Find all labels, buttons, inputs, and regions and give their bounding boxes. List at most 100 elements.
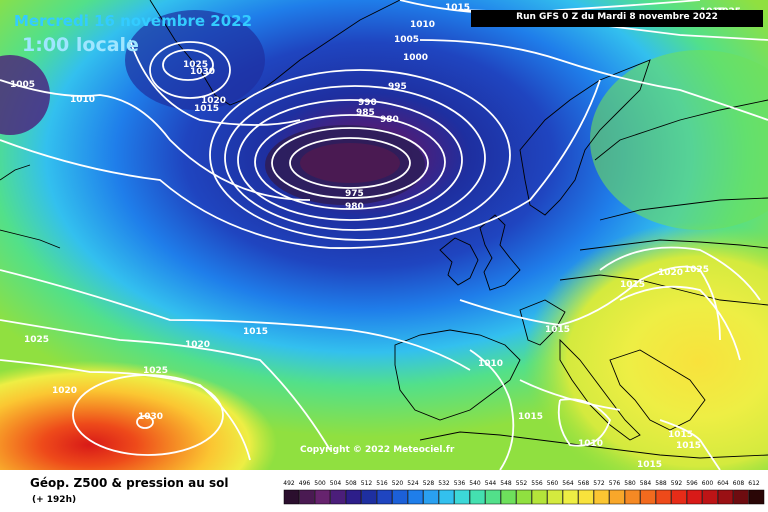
isobar-label: 1010	[578, 439, 603, 449]
legend-tick-label: 528	[423, 480, 435, 487]
isobar-label: 1010	[478, 359, 503, 369]
isobar-label: 1015	[676, 441, 701, 451]
legend-tick-label: 508	[345, 480, 357, 487]
color-legend: 492 496 500 504 508 512 516 520 524 528 532 536 540 5…	[283, 480, 765, 505]
legend-tick-label: 500	[314, 480, 326, 487]
legend-swatch	[330, 489, 346, 505]
legend-swatch	[702, 489, 718, 505]
legend-tick-label: 608	[733, 480, 745, 487]
legend-tick-label: 572	[593, 480, 605, 487]
isobar-label: 980	[345, 202, 364, 212]
legend-swatch	[748, 489, 765, 505]
legend-swatch	[516, 489, 532, 505]
legend-swatch	[547, 489, 563, 505]
legend-tick-label: 516	[376, 480, 388, 487]
legend-swatch	[438, 489, 455, 505]
legend-swatch	[531, 489, 548, 505]
legend-tick-label: 512	[361, 480, 373, 487]
legend-tick-label: 552	[516, 480, 528, 487]
isobar-label: 1010	[410, 20, 435, 30]
legend-tick-label: 536	[454, 480, 466, 487]
legend-swatch	[593, 489, 610, 505]
legend-swatch	[345, 489, 362, 505]
footer: Géop. Z500 & pression au sol (+ 192h) 49…	[0, 470, 768, 512]
isobar-label: 980	[380, 115, 399, 125]
legend-swatch	[361, 489, 377, 505]
legend-tick-label: 592	[671, 480, 683, 487]
legend-swatch	[376, 489, 393, 505]
isobar-label: 1010	[70, 95, 95, 105]
field-low-center	[300, 143, 400, 183]
legend-swatch	[609, 489, 625, 505]
isobar-label: 1025	[143, 366, 168, 376]
isobar-label: 1015	[668, 430, 693, 440]
footer-subtitle: (+ 192h)	[32, 495, 77, 505]
isobar-label: 1015	[194, 104, 219, 114]
legend-swatch	[454, 489, 470, 505]
legend-tick-label: 584	[640, 480, 652, 487]
legend-tick-label: 580	[624, 480, 636, 487]
legend-tick-label: 568	[578, 480, 590, 487]
legend-swatch	[392, 489, 408, 505]
isobar-label: 1030	[190, 67, 215, 77]
copyright-text: Copyright © 2022 Meteociel.fr	[300, 445, 455, 455]
legend-swatch	[469, 489, 486, 505]
isobar-label: 1020	[185, 340, 210, 350]
legend-tick-label: 556	[531, 480, 543, 487]
legend-tick-label: 588	[655, 480, 667, 487]
legend-tick-label: 540	[469, 480, 481, 487]
legend-tick-label: 496	[299, 480, 311, 487]
legend-tick-label: 604	[717, 480, 729, 487]
legend-swatch	[407, 489, 424, 505]
isobar-label: 1025	[684, 265, 709, 275]
legend-swatch	[655, 489, 672, 505]
legend-tick-label: 576	[609, 480, 621, 487]
legend-tick-label: 596	[686, 480, 698, 487]
legend-tick-label: 564	[562, 480, 574, 487]
run-banner: Run GFS 0 Z du Mardi 8 novembre 2022	[471, 10, 763, 27]
legend-tick-label: 560	[547, 480, 559, 487]
legend-swatch	[717, 489, 734, 505]
weather-map: 1010100510009959909859809759801015102510…	[0, 0, 768, 470]
legend-swatch	[485, 489, 501, 505]
legend-swatch	[500, 489, 517, 505]
isobar-label: 1000	[403, 53, 428, 63]
legend-swatches	[283, 489, 765, 505]
isobar-label: 975	[345, 189, 364, 199]
legend-tick-label: 600	[702, 480, 714, 487]
isobar-label: 985	[356, 108, 375, 118]
forecast-date: Mercredi 16 novembre 2022	[14, 12, 253, 30]
legend-tick-label: 548	[500, 480, 512, 487]
legend-swatch	[733, 489, 749, 505]
legend-swatch	[299, 489, 315, 505]
footer-title: Géop. Z500 & pression au sol	[30, 476, 229, 490]
legend-swatch	[671, 489, 687, 505]
isobar-label: 1025	[183, 60, 208, 70]
legend-ticks: 492 496 500 504 508 512 516 520 524 528 532 536 540 5…	[283, 480, 760, 487]
isobar-label: 1020	[658, 268, 683, 278]
isobar-label: 1005	[10, 80, 35, 90]
coastlines	[0, 0, 768, 459]
isobar-label: 1020	[52, 386, 77, 396]
legend-swatch	[423, 489, 439, 505]
legend-swatch	[562, 489, 579, 505]
legend-swatch	[686, 489, 703, 505]
forecast-time: 1:00 locale	[22, 34, 139, 56]
legend-swatch	[314, 489, 331, 505]
isobar-label: 1025	[24, 335, 49, 345]
field-greenland-low	[125, 10, 265, 110]
isobar-label: 1015	[445, 3, 470, 13]
run-text: Run GFS 0 Z du Mardi 8 novembre 2022	[516, 12, 718, 22]
legend-swatch	[640, 489, 656, 505]
legend-tick-label: 504	[330, 480, 342, 487]
legend-tick-label: 544	[485, 480, 497, 487]
isobar-label: 1015	[518, 412, 543, 422]
isobar-label: 1015	[545, 325, 570, 335]
legend-tick-label: 520	[392, 480, 404, 487]
field-high	[0, 260, 470, 470]
isobar-label: 1015	[243, 327, 268, 337]
isobars	[0, 0, 768, 470]
legend-tick-label: 612	[748, 480, 760, 487]
isobar-label: 990	[358, 98, 377, 108]
